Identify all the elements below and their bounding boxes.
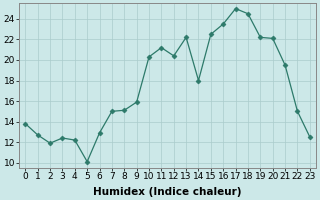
X-axis label: Humidex (Indice chaleur): Humidex (Indice chaleur): [93, 187, 242, 197]
